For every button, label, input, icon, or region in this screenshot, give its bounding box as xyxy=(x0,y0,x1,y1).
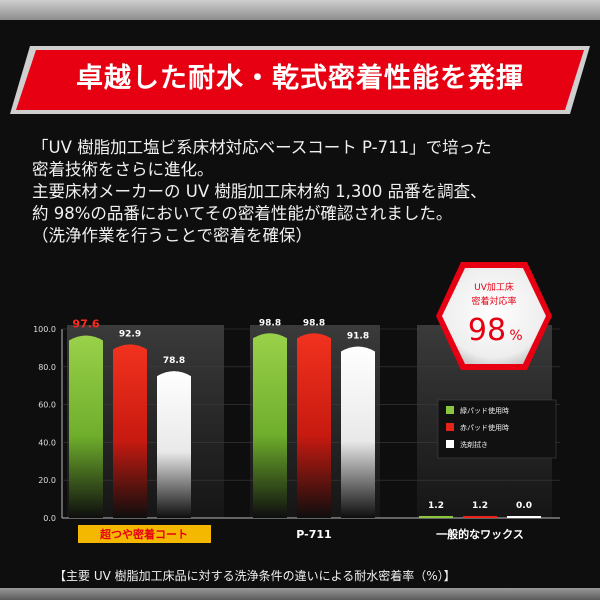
category-label: 一般的なワックス xyxy=(436,527,524,541)
category-highlight xyxy=(78,525,211,543)
bar xyxy=(419,516,453,518)
coverage-badge: UV加工床 密着対応率 98 % xyxy=(436,262,552,370)
banner-shape xyxy=(10,46,590,114)
legend-swatch xyxy=(446,406,454,414)
description-line: （洗浄作業を行うことで密着を確保） xyxy=(32,226,313,245)
badge-value: 98 xyxy=(468,313,506,348)
data-label: 1.2 xyxy=(472,501,488,511)
y-tick-label: 20.0 xyxy=(38,476,56,485)
bar xyxy=(463,516,497,518)
y-tick-label: 0.0 xyxy=(43,514,56,523)
data-label: 98.8 xyxy=(303,318,325,328)
bottom-bar xyxy=(0,588,600,600)
legend-label: 洗剤拭き xyxy=(460,440,488,449)
y-tick-label: 80.0 xyxy=(38,363,56,372)
bar xyxy=(157,371,191,518)
data-label: 97.6 xyxy=(72,318,99,331)
description-line: 「UV 樹脂加工塩ビ系床材対応ベースコート P-711」で培った xyxy=(32,138,492,157)
legend-swatch xyxy=(446,423,454,431)
title-banner xyxy=(0,40,600,120)
legend-box xyxy=(437,399,557,459)
bar xyxy=(297,333,331,518)
bar xyxy=(507,516,541,518)
data-label: 98.8 xyxy=(259,318,281,328)
data-label: 92.9 xyxy=(119,329,141,339)
legend-swatch xyxy=(446,440,454,448)
data-label: 1.2 xyxy=(428,501,444,511)
legend-label: 緑パッド使用時 xyxy=(460,406,509,415)
description: 「UV 樹脂加工塩ビ系床材対応ベースコート P-711」で培った 密着技術をさら… xyxy=(32,137,582,247)
legend-label: 赤パッド使用時 xyxy=(460,423,509,432)
badge-line1: UV加工床 xyxy=(474,281,514,293)
bar xyxy=(69,335,103,518)
bar xyxy=(341,346,375,518)
y-tick-label: 100.0 xyxy=(33,325,56,334)
data-label: 0.0 xyxy=(516,501,532,511)
category-label: 超つや密着コート xyxy=(99,527,188,541)
bar-chart: 100.0 80.0 60.0 40.0 20.0 0.0 97.6 98.8 1.2 92.9… xyxy=(33,262,560,543)
top-bar xyxy=(0,0,600,20)
y-tick-label: 60.0 xyxy=(38,401,56,410)
chart-caption: 【主要 UV 樹脂加工床品に対する洗浄条件の違いによる耐水密着率（%）】 xyxy=(54,569,456,583)
badge-unit: % xyxy=(509,328,522,344)
description-line: 密着技術をさらに進化。 xyxy=(32,160,214,179)
data-label: 78.8 xyxy=(163,356,185,366)
bar xyxy=(113,344,147,518)
badge-line2: 密着対応率 xyxy=(471,295,516,307)
banner-title: 卓越した耐水・乾式密着性能を発揮 xyxy=(76,63,524,94)
data-label: 91.8 xyxy=(347,331,369,341)
y-tick-label: 40.0 xyxy=(38,438,56,447)
category-label: P-711 xyxy=(296,528,331,541)
description-line: 主要床材メーカーの UV 樹脂加工床材約 1,300 品番を調査、 xyxy=(32,182,487,201)
bar xyxy=(253,333,287,518)
description-line: 約 98%の品番においてその密着性能が確認されました。 xyxy=(32,204,453,223)
